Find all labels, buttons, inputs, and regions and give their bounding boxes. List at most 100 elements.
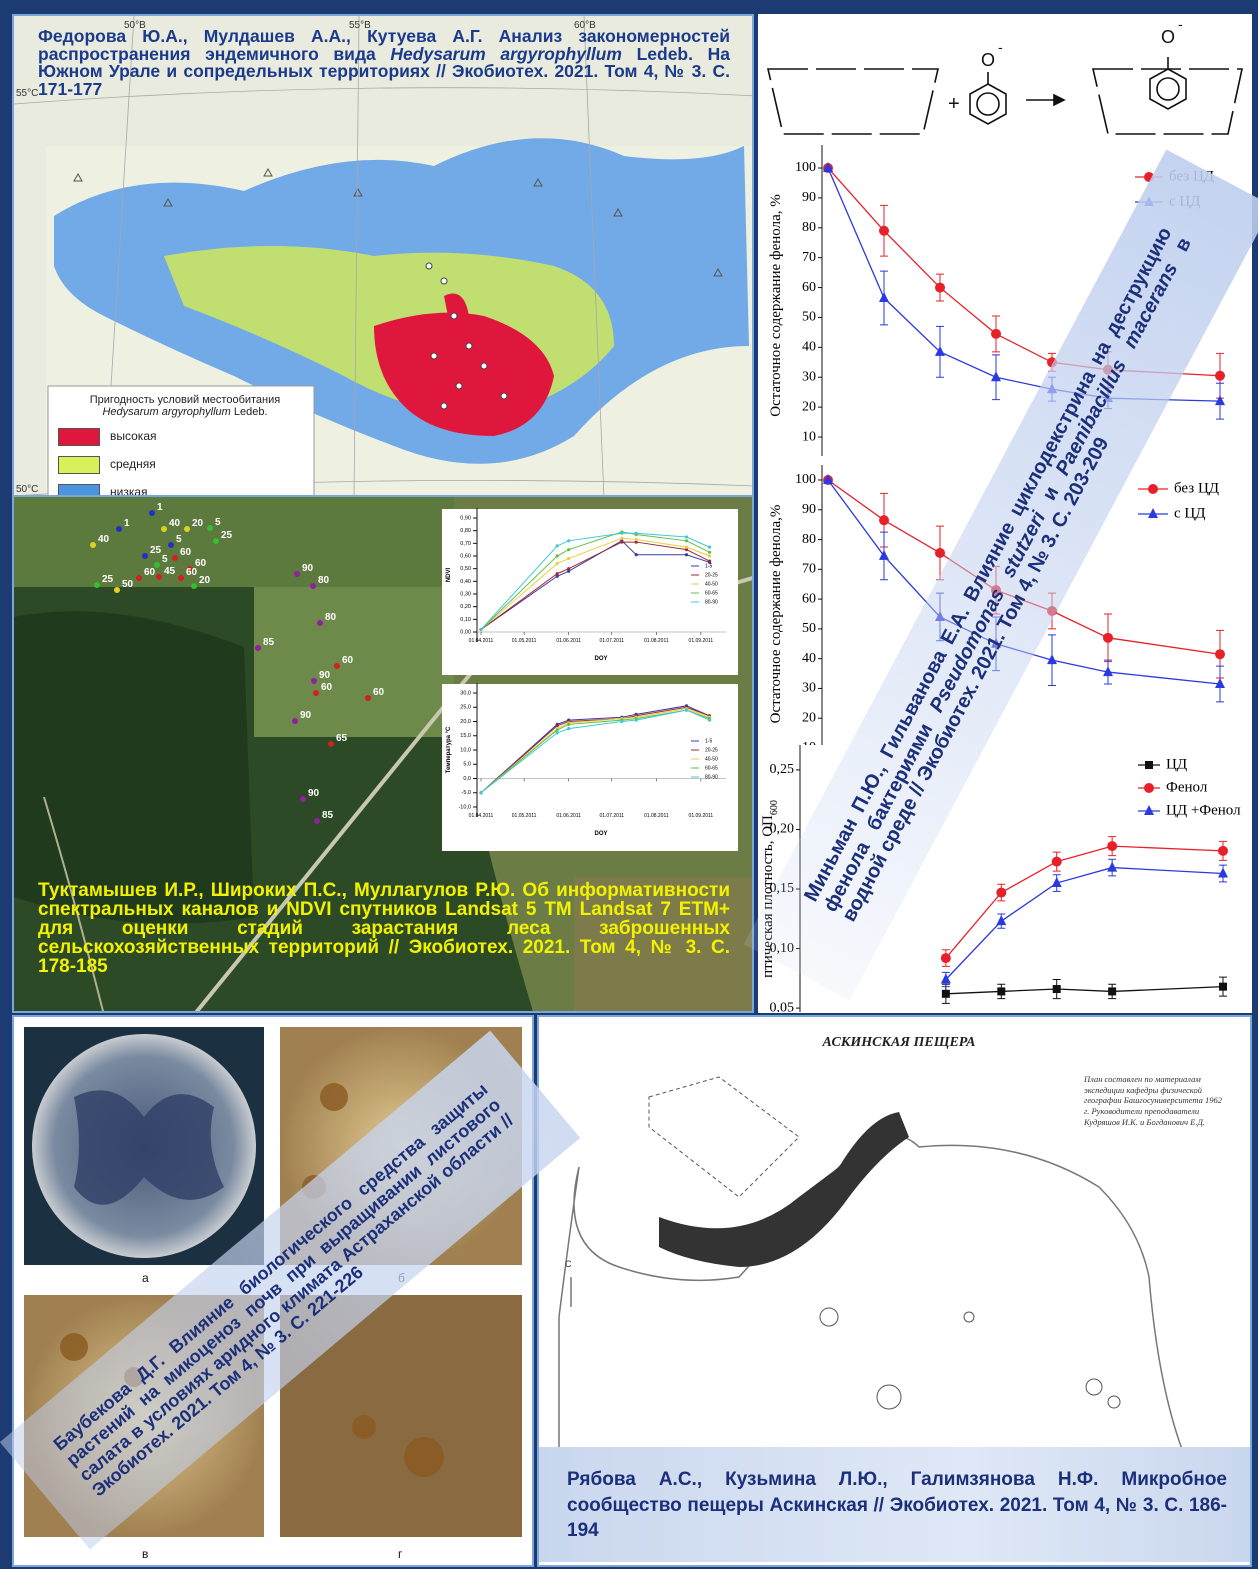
marker (707, 550, 712, 554)
y-axis-label: Остаточное содержание фенола,% (768, 505, 784, 724)
y-tick-label: 0,60 (460, 553, 471, 559)
y-tick-label: 70 (802, 562, 816, 577)
y-tick-label: 80 (802, 532, 816, 547)
y-tick-label: 80 (802, 220, 816, 235)
plot-dot (213, 538, 219, 544)
marker (1215, 649, 1225, 660)
x-tick-label: 01.08.2011 (644, 638, 669, 644)
legend-species: Hedysarum argyrophyllum (102, 406, 231, 418)
marker (684, 553, 689, 557)
y-tick-label: -5,0 (462, 790, 471, 796)
grid-label: 55°В (349, 20, 371, 31)
y-axis-label: Остаточное содержание фенола, % (768, 194, 784, 416)
plot-dot (116, 526, 122, 532)
chart: -10,0 -5,0 0,0 5,0 10,0 15,0 20,0 25,0 30,0 01.04… (446, 683, 726, 837)
series-line (480, 537, 710, 630)
y-axis-label: NDVI (446, 568, 452, 583)
image-label: в (142, 1547, 149, 1561)
legend-label: ЦД (1166, 756, 1187, 772)
citation-species: Hedysarum argyrophyllum (390, 43, 622, 64)
plot-label: 85 (263, 637, 275, 648)
marker (567, 567, 571, 571)
marker (707, 545, 712, 549)
marker (1218, 845, 1228, 856)
series-line (480, 709, 710, 794)
plot-dot (142, 553, 148, 559)
marker (1108, 987, 1117, 996)
marker (823, 161, 833, 172)
legend-label: 60-65 (705, 765, 718, 771)
plot-label: 80 (325, 612, 337, 623)
marker (935, 282, 945, 293)
y-tick-label: 5,0 (463, 762, 471, 768)
plot-dot (161, 526, 167, 532)
plot-dot (187, 566, 193, 572)
x-tick-label: 01.07.2011 (599, 638, 624, 644)
plot-dot (172, 555, 178, 561)
series-line (480, 708, 710, 794)
legend-label: 40-50 (705, 756, 718, 762)
marker (1051, 877, 1062, 888)
marker (1215, 370, 1225, 381)
scheme: O - O - + (766, 16, 1243, 135)
marker (1218, 867, 1228, 878)
legend-swatch (58, 428, 100, 446)
cave-citation: Рябова А.С., Кузьмина Л.Ю., Галимзянова … (567, 1469, 1227, 1542)
plot-label: 5 (215, 517, 221, 528)
plot-dot (191, 583, 197, 589)
ion-charge: - (1178, 16, 1183, 32)
plot-label: 1 (124, 518, 130, 529)
plot-dot (207, 525, 213, 531)
plot-dot (156, 574, 162, 580)
y-tick-label: 0,00 (460, 629, 471, 635)
marker (707, 554, 712, 558)
y-tick-label: 0,80 (460, 528, 471, 534)
marker (620, 540, 624, 544)
x-axis-label: DOY (594, 656, 607, 662)
marker (479, 791, 483, 795)
x-tick-label: 01.07.2011 (599, 813, 624, 819)
y-axis-label-text: Остаточное содержание фенола, % (768, 194, 784, 416)
marker (555, 724, 559, 728)
y-axis-label-text: Остаточное содержание фенола,% (768, 505, 784, 724)
x-axis-label: DOY (594, 831, 607, 837)
cave-note: План составлен по материалам экспедиции … (1084, 1074, 1223, 1127)
y-tick-label: 50 (802, 621, 816, 636)
plot-label: 60 (144, 567, 156, 578)
plot-dot (178, 575, 184, 581)
map-citation: Федорова Ю.А., Мулдашев А.А., Кутуева А.… (38, 27, 730, 98)
marker (823, 473, 833, 484)
plot-dot (365, 695, 371, 701)
plot-label: 90 (319, 670, 331, 681)
y-tick-label: 15,0 (460, 733, 471, 739)
plot-label: 60 (373, 687, 385, 698)
y-tick-label: 0,25 (770, 762, 795, 777)
series-line (945, 866, 1224, 980)
legend-label: 60-65 (705, 590, 718, 596)
marker (684, 539, 689, 543)
y-tick-label: 30 (802, 681, 816, 696)
y-tick-label: 30 (802, 369, 816, 384)
satellite-panel: 1 1 40 20 5 40 5 25 25 60 60 5 60 45 60 25 20 50 90 80 80 85 6… (12, 495, 754, 1013)
marker (567, 722, 571, 726)
plot-dot (328, 741, 334, 747)
plot-dot (300, 796, 306, 802)
plot-dot (114, 587, 120, 593)
x-tick-label: 01.09.2011 (689, 638, 714, 644)
plot-dot (255, 645, 261, 651)
image-label: г (398, 1547, 403, 1561)
y-tick-label: 60 (802, 591, 816, 606)
marker (684, 708, 689, 712)
plot-dot (310, 583, 316, 589)
plot-label: 65 (336, 733, 348, 744)
ion-label: O (1161, 27, 1175, 47)
legend-label: 1-5 (705, 563, 712, 569)
y-tick-label: 0,20 (770, 822, 795, 837)
plot-label: 60 (180, 547, 192, 558)
y-tick-label: 10 (802, 429, 816, 444)
map-drawing (14, 16, 752, 495)
legend-label: 20-25 (705, 747, 718, 753)
y-tick-label: 0,90 (460, 515, 471, 521)
legend-label: 80-90 (705, 599, 718, 605)
